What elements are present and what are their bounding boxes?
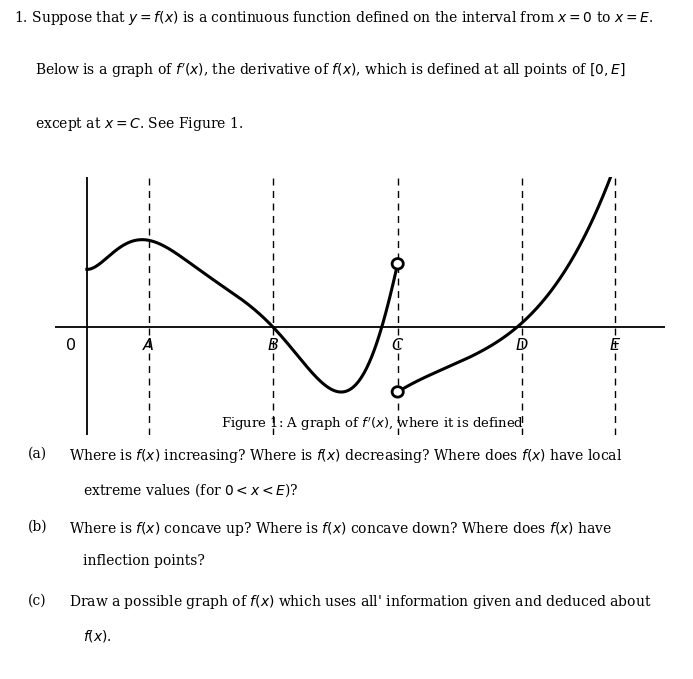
Text: Below is a graph of $f'(x)$, the derivative of $f(x)$, which is defined at all p: Below is a graph of $f'(x)$, the derivat… bbox=[35, 62, 625, 80]
Text: Figure 1: A graph of $f'(x)$, where it is defined: Figure 1: A graph of $f'(x)$, where it i… bbox=[221, 416, 525, 433]
Text: $B$: $B$ bbox=[267, 337, 279, 354]
Text: except at $x = C$. See Figure 1.: except at $x = C$. See Figure 1. bbox=[35, 115, 243, 133]
Text: (b): (b) bbox=[28, 520, 47, 534]
Text: extreme values (for $0 < x < E$)?: extreme values (for $0 < x < E$)? bbox=[83, 481, 299, 498]
Text: $D$: $D$ bbox=[516, 337, 529, 354]
Text: $f(x)$.: $f(x)$. bbox=[83, 627, 112, 644]
Text: 1. Suppose that $y = f(x)$ is a continuous function defined on the interval from: 1. Suppose that $y = f(x)$ is a continuo… bbox=[14, 9, 653, 27]
Text: Where is $f(x)$ increasing? Where is $f(x)$ decreasing? Where does $f(x)$ have l: Where is $f(x)$ increasing? Where is $f(… bbox=[69, 447, 622, 465]
Text: inflection points?: inflection points? bbox=[83, 554, 205, 568]
Circle shape bbox=[392, 386, 403, 397]
Text: Where is $f(x)$ concave up? Where is $f(x)$ concave down? Where does $f(x)$ have: Where is $f(x)$ concave up? Where is $f(… bbox=[69, 520, 613, 538]
Text: (a): (a) bbox=[28, 447, 47, 461]
Text: (c): (c) bbox=[28, 593, 46, 608]
Text: $A$: $A$ bbox=[143, 337, 155, 354]
Text: $C$: $C$ bbox=[391, 337, 404, 354]
Text: $E$: $E$ bbox=[609, 337, 622, 354]
Text: $0$: $0$ bbox=[66, 337, 76, 354]
Text: Draw a possible graph of $f(x)$ which uses all' information given and deduced ab: Draw a possible graph of $f(x)$ which us… bbox=[69, 593, 652, 612]
Circle shape bbox=[392, 259, 403, 269]
